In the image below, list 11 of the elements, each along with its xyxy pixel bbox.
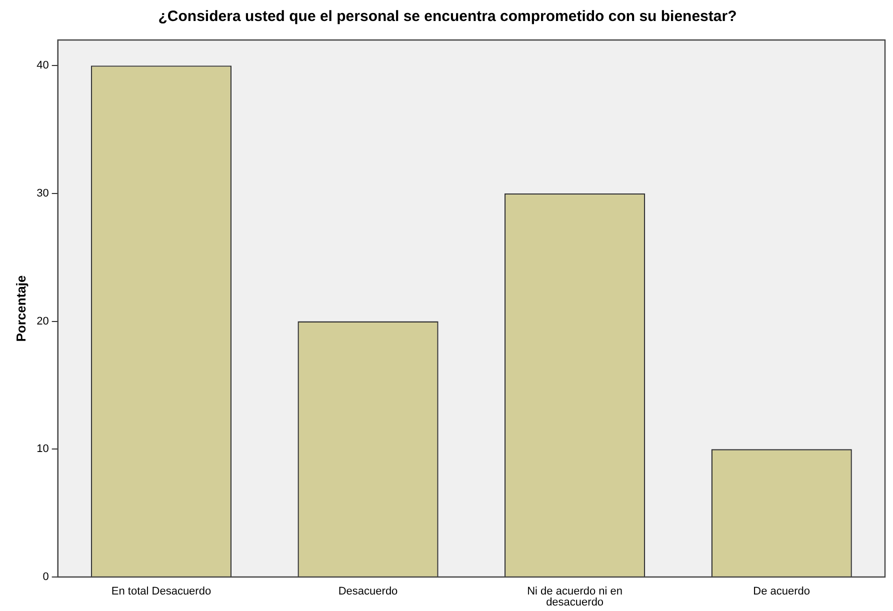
chart-title: ¿Considera usted que el personal se encuentra comprometido con su bienestar?: [158, 8, 737, 26]
y-tick-label: 20: [36, 315, 49, 328]
x-tick-label: Ni de acuerdo ni en desacuerdo: [527, 586, 623, 609]
y-tick-label: 10: [36, 443, 49, 456]
x-tick-label: En total Desacuerdo: [111, 586, 212, 598]
x-tick-label: Desacuerdo: [338, 586, 398, 598]
y-tick-label: 0: [42, 571, 49, 584]
x-tick-label: De acuerdo: [753, 586, 810, 598]
y-tick-label: 40: [36, 60, 49, 72]
y-tick-label: 30: [36, 187, 49, 200]
y-axis-title: Porcentaje: [13, 275, 28, 342]
